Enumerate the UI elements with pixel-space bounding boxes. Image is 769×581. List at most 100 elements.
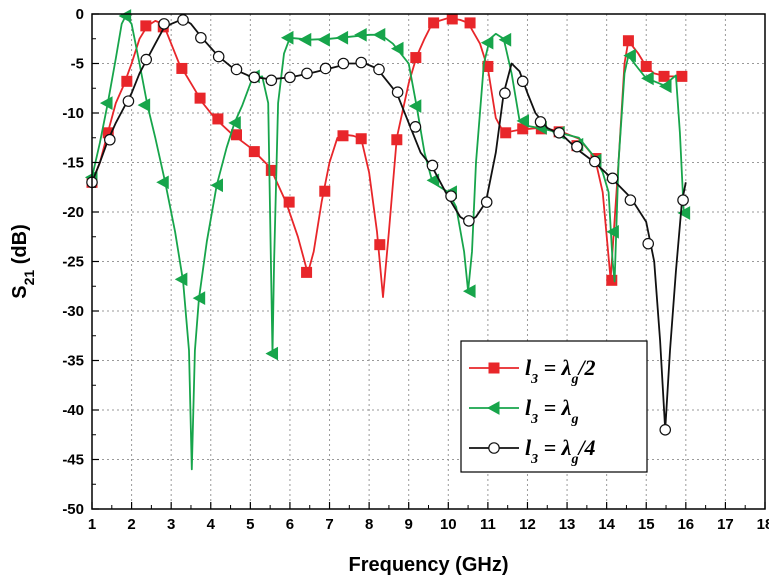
series-quarter [86,14,689,436]
data-point [118,9,132,23]
y-axis-title: S21 (dB) [9,224,37,298]
data-point [280,30,294,45]
data-point [488,442,500,454]
axis-ticks [91,13,766,510]
x-tick-label: 8 [365,516,373,533]
data-point [177,14,189,26]
data-point [230,129,242,141]
data-point [486,401,500,415]
data-point [355,56,367,69]
x-tick-label: 11 [480,516,496,533]
x-tick-label: 4 [207,516,216,533]
data-point [676,70,688,82]
data-point [104,133,116,146]
data-point [677,206,691,220]
data-point [301,67,313,80]
data-point [284,71,296,84]
data-point [642,237,655,250]
x-tick-label: 12 [519,516,536,533]
data-point [408,99,422,113]
data-point [248,146,260,158]
data-point [463,215,475,227]
data-point [337,57,350,70]
data-point [464,17,476,29]
data-point [140,20,152,32]
data-point [409,121,422,133]
legend-label: l3 = λg [525,395,578,427]
data-point [500,127,512,139]
data-point [374,239,386,251]
data-point [137,98,151,112]
data-point [428,17,440,29]
data-point [99,96,113,110]
data-point [354,27,367,42]
y-tick-label: -5 [71,56,84,73]
data-point [588,155,601,168]
data-point [622,35,634,47]
data-point [498,32,512,47]
y-tick-label: -20 [62,204,84,221]
x-tick-label: 10 [440,516,457,533]
legend-label: l3 = λg/2 [525,355,596,387]
y-tick-label: -40 [62,402,84,419]
data-point [337,130,349,142]
data-point [571,140,583,153]
data-point [641,71,654,86]
data-point [658,79,672,94]
x-tick-label: 1 [88,516,96,533]
legend-item-half: l3 = λg/2 [469,355,596,387]
data-point [623,48,636,63]
data-point [488,362,500,374]
data-point [426,159,439,172]
x-tick-label: 7 [325,516,333,533]
data-point [480,196,493,208]
y-tick-label: -30 [62,303,84,320]
y-tick-label: -35 [62,353,84,370]
x-tick-label: 14 [598,516,615,533]
data-point [230,63,243,76]
data-point [319,185,331,197]
data-point [298,32,312,47]
data-point [516,75,529,88]
data-point [192,291,206,305]
data-point [659,423,672,436]
data-point [122,95,135,107]
data-point [121,75,133,87]
data-point [391,134,403,146]
data-point [624,194,637,206]
y-tick-label: -15 [62,155,84,172]
x-tick-label: 5 [246,516,254,533]
y-tick-label: -10 [62,105,84,122]
x-tick-label: 17 [717,516,734,533]
data-point [212,50,225,63]
y-tick-label: -45 [62,452,84,469]
data-point [658,70,670,82]
x-tick-label: 3 [167,516,175,533]
data-point [301,266,313,278]
y-axis-title-base: S [9,285,31,298]
data-point [391,86,404,99]
x-tick-label: 15 [638,516,655,533]
x-tick-label: 9 [405,516,413,533]
data-point [317,32,330,47]
y-axis-title-rest: (dB) [9,224,31,270]
data-point [499,87,511,99]
data-point [210,178,223,193]
y-tick-label: -50 [62,501,84,518]
series-line-half [91,17,682,298]
data-point [228,116,241,130]
axis-tick-labels: 1234567891011121314151617180-5-10-15-20-… [62,6,769,533]
data-point [265,164,277,176]
data-point [174,272,188,287]
data-point [355,133,367,145]
data-point [248,71,261,84]
data-point [156,175,169,190]
series-half [86,13,688,298]
data-point [283,196,295,208]
data-point [463,284,476,299]
y-tick-label: -25 [62,254,84,271]
x-tick-label: 13 [559,516,576,533]
x-tick-label: 2 [127,516,135,533]
data-point [195,31,207,44]
